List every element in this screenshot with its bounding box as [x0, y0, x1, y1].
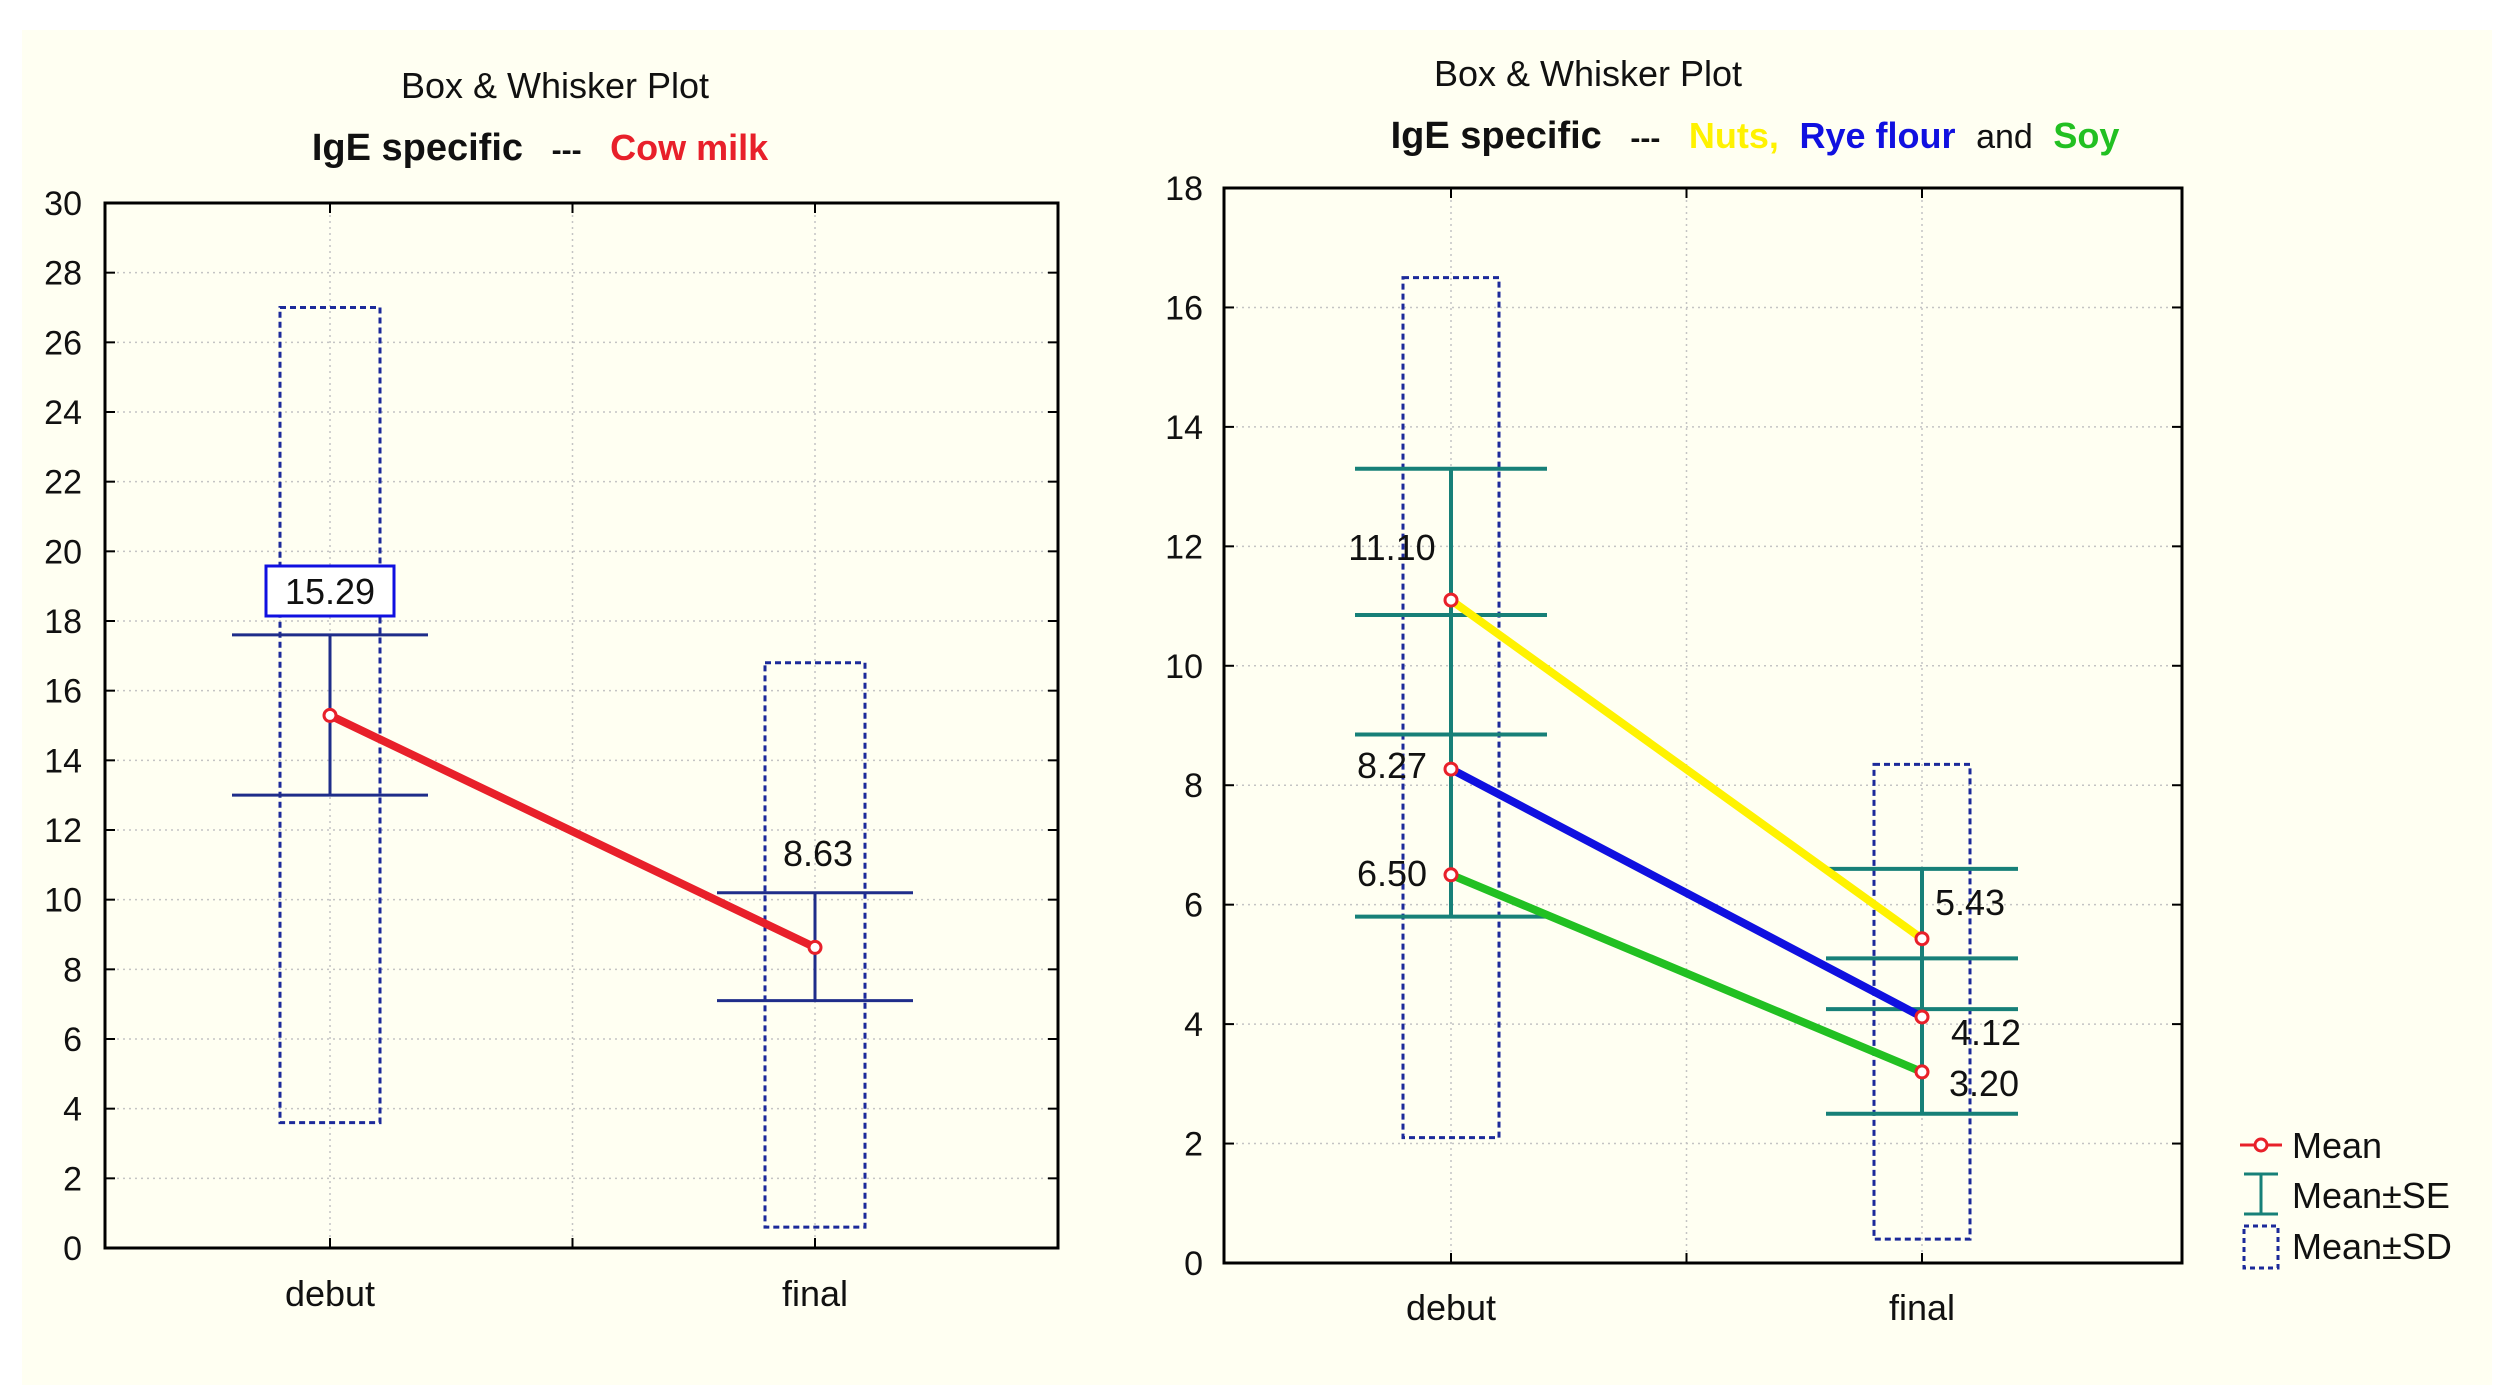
subtitle-prefix: IgE specific [312, 127, 523, 169]
subtitle-separator: --- [1630, 122, 1660, 155]
plot-frame [103, 201, 1060, 1250]
subtitle-segment-nuts: Nuts, [1689, 115, 1779, 156]
subtitle-segment-and: and [1976, 118, 2033, 156]
mean-line-rye-flour [1447, 765, 1926, 1021]
value-label-rye-flour-debut: 8.27 [1357, 745, 1427, 786]
mean-marker-cow-milk-debut [322, 707, 338, 723]
y-tick-label: 4 [63, 1091, 82, 1129]
y-tick-label: 20 [44, 533, 82, 571]
subtitle-segment-rye-flour: Rye flour [1799, 115, 1955, 156]
legend-item-se: Mean±SE [2244, 1172, 2450, 1216]
plot-marks: 11.10 5.43 8.27 4.12 6.50 3.20 [1348, 276, 2021, 1241]
legend: Mean Mean±SE Mean±SD [2240, 1125, 2452, 1270]
y-tick-label: 0 [1184, 1245, 1203, 1283]
subtitle-prefix: IgE specific [1391, 115, 1602, 157]
category-label-final: final [782, 1273, 848, 1314]
figure-background [22, 30, 2492, 1385]
y-tick-label: 14 [1165, 409, 1203, 447]
legend-sd-label: Mean±SD [2292, 1226, 2452, 1267]
y-tick-label: 18 [44, 603, 82, 641]
y-tick-label: 6 [1184, 887, 1203, 925]
y-tick-label: 30 [44, 185, 82, 223]
legend-mean-label: Mean [2292, 1125, 2382, 1166]
y-tick-label: 22 [44, 464, 82, 502]
y-tick-label: 2 [1184, 1126, 1203, 1164]
y-tick-label: 28 [44, 255, 82, 293]
plot-marks: 15.29 8.63 [232, 306, 913, 1229]
category-label-debut: debut [1406, 1287, 1496, 1328]
sd-box-final [763, 661, 867, 1229]
subtitle-segment-soy: Soy [2053, 115, 2119, 156]
mean-line-nuts [1447, 596, 1926, 943]
y-tick-label: 16 [44, 673, 82, 711]
legend-sd-icon [2242, 1224, 2280, 1270]
legend-item-sd: Mean±SD [2242, 1224, 2452, 1270]
y-tick-label: 10 [1165, 648, 1203, 686]
y-tick-label: 0 [63, 1230, 82, 1268]
y-tick-label: 16 [1165, 289, 1203, 327]
value-label-soy-debut: 6.50 [1357, 853, 1427, 894]
chart-cow-milk: Box & Whisker Plot IgE specific --- Cow … [44, 65, 1060, 1314]
y-tick-label: 10 [44, 882, 82, 920]
mean-marker-rye-flour-debut [1443, 761, 1459, 777]
mean-marker-rye-flour-final [1914, 1009, 1930, 1025]
mean-line-soy [1447, 870, 1926, 1076]
mean-marker-nuts-debut [1443, 592, 1459, 608]
value-label-cow-milk-debut: 15.29 [285, 571, 375, 612]
value-label-box-debut [264, 564, 396, 618]
chart-title: Box & Whisker Plot [401, 65, 709, 106]
value-label-soy-final: 3.20 [1949, 1063, 2019, 1104]
mean-marker-cow-milk-final [807, 939, 823, 955]
chart-nuts-rye-soy: Box & Whisker Plot IgE specific --- Nuts… [1165, 53, 2452, 1328]
category-label-final: final [1889, 1287, 1955, 1328]
value-label-cow-milk-final: 8.63 [783, 833, 853, 874]
y-axis-ticks: 0 2 4 6 8 10 12 14 16 18 [1165, 170, 2182, 1283]
y-tick-label: 24 [44, 394, 82, 432]
y-tick-label: 12 [1165, 528, 1203, 566]
legend-se-label: Mean±SE [2292, 1175, 2450, 1216]
y-tick-label: 2 [63, 1160, 82, 1198]
subtitle-segment-cow-milk: Cow milk [610, 127, 769, 168]
y-tick-label: 18 [1165, 170, 1203, 208]
y-tick-label: 14 [44, 742, 82, 780]
mean-marker-nuts-final [1914, 931, 1930, 947]
y-tick-label: 8 [63, 951, 82, 989]
chart-title: Box & Whisker Plot [1434, 53, 1742, 94]
category-label-debut: debut [285, 1273, 375, 1314]
mean-marker-soy-final [1914, 1064, 1930, 1080]
y-tick-label: 8 [1184, 767, 1203, 805]
chart-subtitle: IgE specific --- Nuts, Rye flour and Soy [1391, 115, 2120, 157]
legend-item-mean: Mean [2240, 1125, 2382, 1166]
mean-marker-soy-debut [1443, 867, 1459, 883]
mean-line-cow-milk [326, 711, 819, 952]
y-tick-label: 12 [44, 812, 82, 850]
y-tick-label: 4 [1184, 1006, 1203, 1044]
y-tick-label: 6 [63, 1021, 82, 1059]
sd-box-debut [1401, 276, 1501, 1140]
value-label-rye-flour-final: 4.12 [1951, 1012, 2021, 1053]
sd-box-debut [278, 306, 382, 1125]
value-label-nuts-final: 5.43 [1935, 882, 2005, 923]
chart-subtitle: IgE specific --- Cow milk [312, 127, 769, 169]
plot-frame [1222, 186, 2184, 1265]
y-tick-label: 26 [44, 324, 82, 362]
sd-box-final [1872, 762, 1972, 1241]
subtitle-separator: --- [552, 134, 582, 167]
value-label-nuts-debut: 11.10 [1348, 527, 1435, 568]
legend-mean-marker [2253, 1137, 2269, 1153]
